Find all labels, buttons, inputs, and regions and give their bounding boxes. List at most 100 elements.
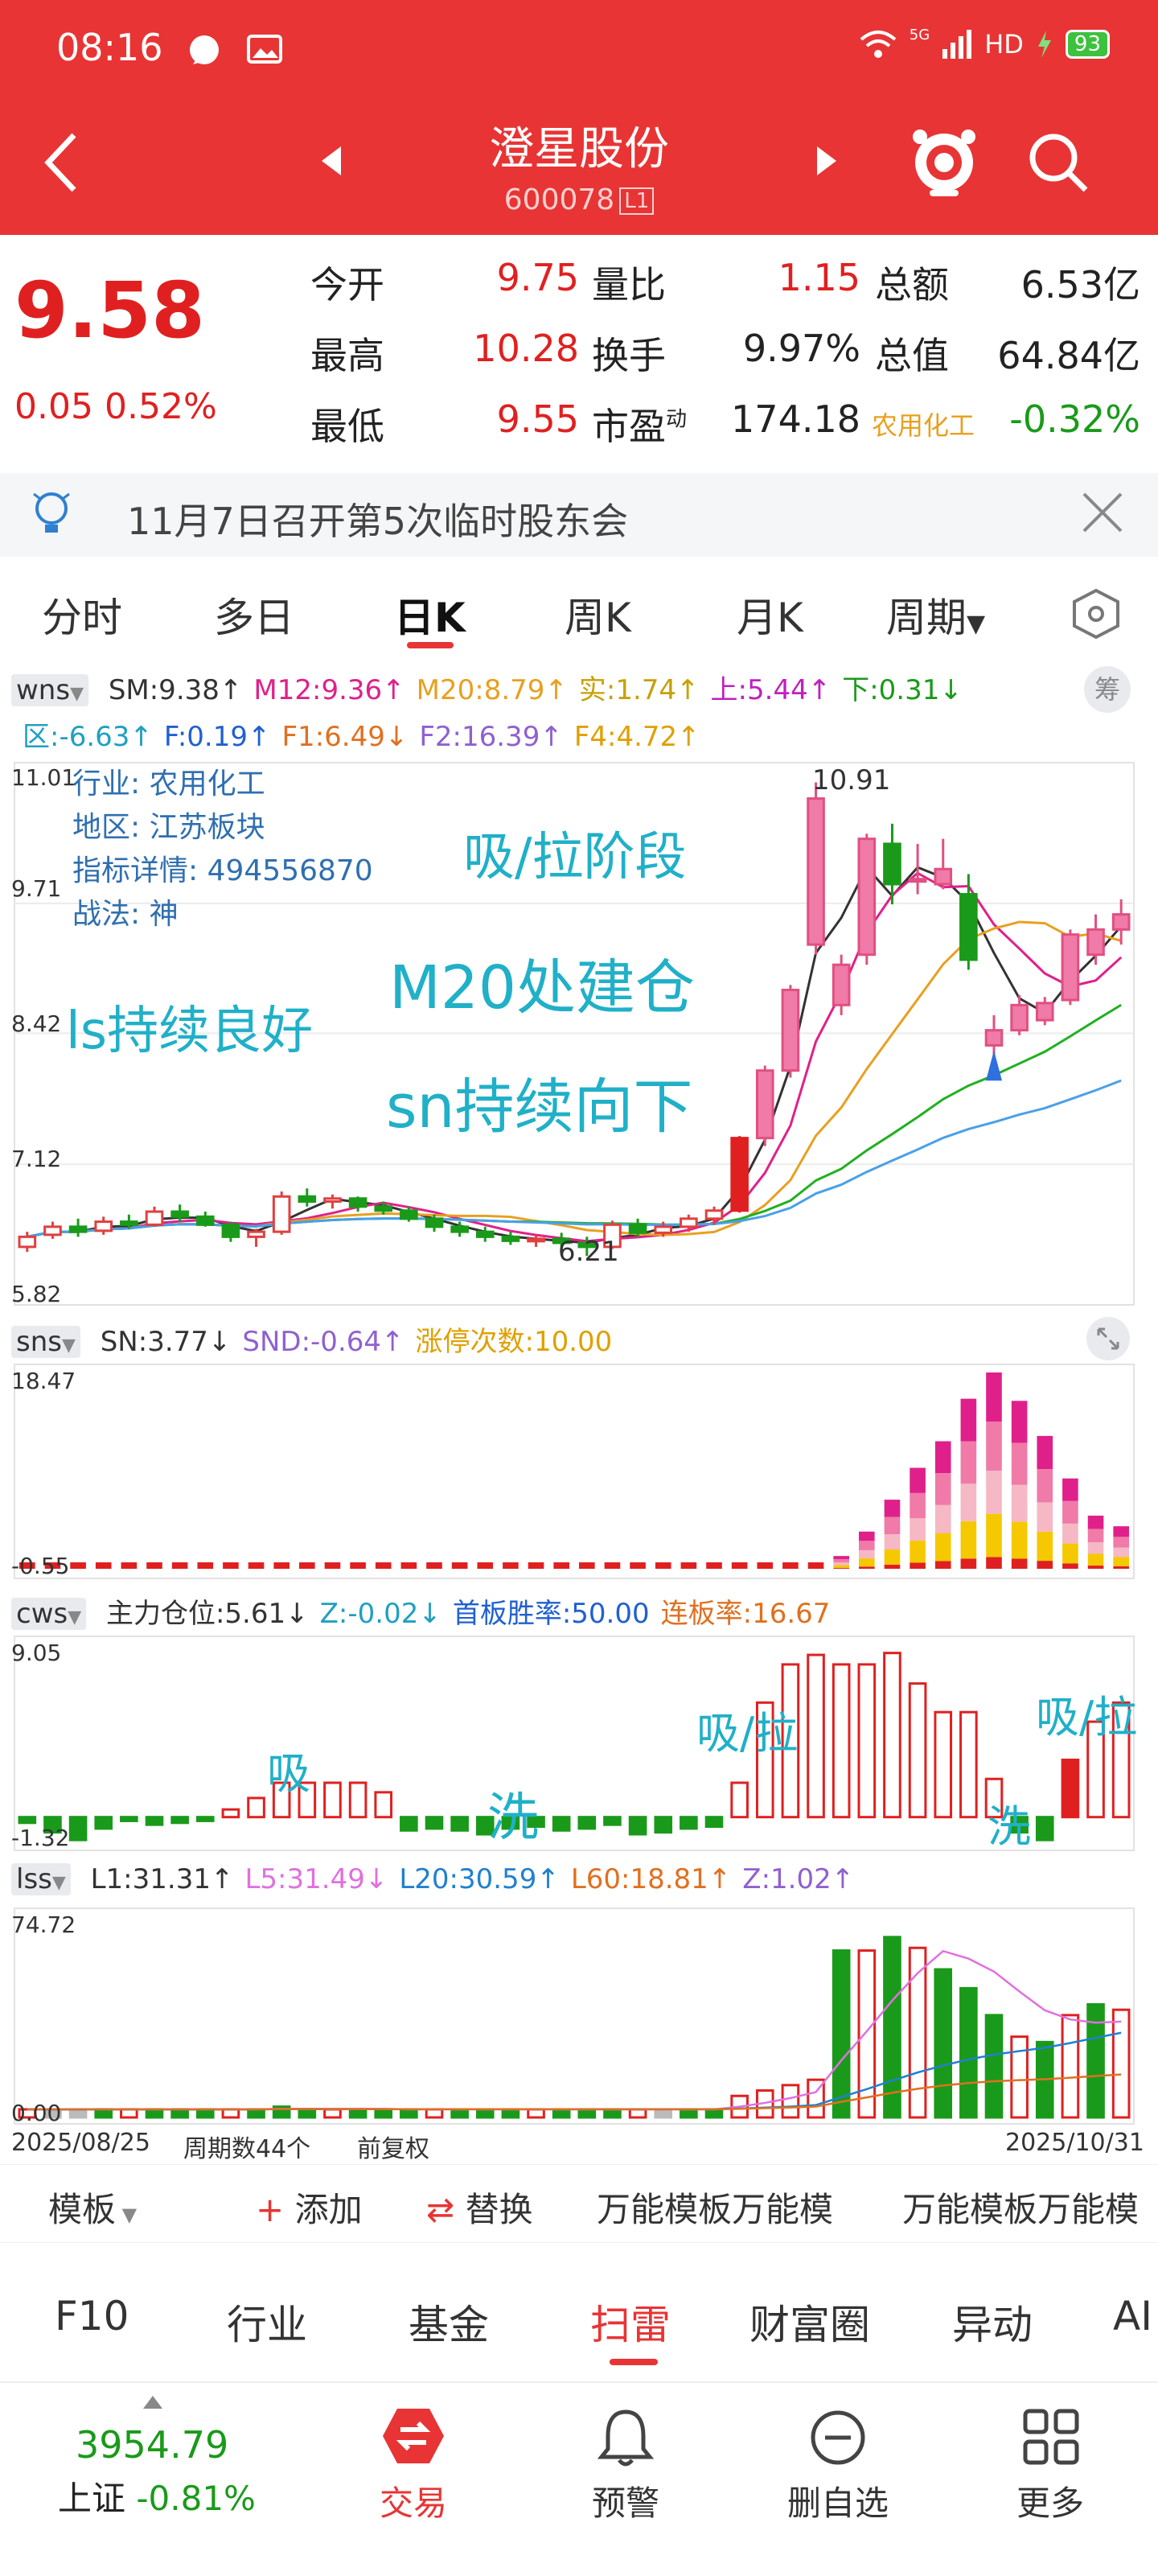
candle-body <box>195 1215 215 1226</box>
lss-bar <box>934 1968 953 2119</box>
high-value: 10.28 <box>473 327 579 370</box>
cws-select[interactable]: cws▼ <box>11 1598 87 1630</box>
cws-bar <box>247 1796 265 1819</box>
template-1[interactable]: 万能模板万能模 <box>597 2190 834 2229</box>
candle-body <box>68 1225 88 1233</box>
charging-icon <box>1037 31 1051 58</box>
candle-body <box>857 837 877 957</box>
adjust-mode[interactable]: 前复权 <box>357 2135 429 2163</box>
status-right: 5G HD 93 <box>860 27 1110 60</box>
expand-icon[interactable] <box>1086 1316 1131 1361</box>
candle-body <box>501 1235 520 1242</box>
main-legend-item-4: 上:5.44↑ <box>710 674 832 706</box>
candle-body <box>94 1220 113 1232</box>
sns-bar <box>400 1562 417 1569</box>
lss-bar <box>94 2108 113 2119</box>
turnover-amount-value: 6.53亿 <box>1020 263 1140 307</box>
volume-ratio-label: 量比 <box>592 263 666 307</box>
candle-body <box>221 1223 240 1238</box>
trade-icon[interactable] <box>381 2407 446 2465</box>
sns-bar-segment <box>934 1561 951 1569</box>
tab-weekly-k[interactable]: 周K <box>565 595 631 641</box>
tab-wealth-circle[interactable]: 财富圈 <box>749 2302 870 2348</box>
lss-select[interactable]: lss▼ <box>11 1863 71 1895</box>
cws-bar <box>781 1663 800 1819</box>
app-header: 08:16 5G HD 93 澄星股份 600078 L1 <box>0 0 1158 235</box>
tab-fund[interactable]: 基金 <box>409 2302 489 2348</box>
pe-dynamic-mark: 动 <box>666 407 688 432</box>
candle-body <box>348 1197 368 1208</box>
prev-stock-icon[interactable] <box>320 146 343 175</box>
tab-ai[interactable]: AI <box>1113 2293 1152 2339</box>
lss-bar <box>704 2108 724 2119</box>
sns-bar-segment <box>1011 1401 1028 1443</box>
cws-bar <box>857 1663 877 1819</box>
close-icon[interactable] <box>1081 491 1124 534</box>
search-icon[interactable] <box>1026 130 1090 195</box>
bell-icon[interactable] <box>597 2407 655 2468</box>
tab-risk-scan[interactable]: 扫雷 <box>590 2302 671 2348</box>
tab-more[interactable]: 更多 <box>1016 2483 1084 2523</box>
chip-distribution-button[interactable]: 筹 <box>1084 666 1131 713</box>
back-icon[interactable] <box>42 130 82 195</box>
tab-remove-watchlist[interactable]: 删自选 <box>786 2483 889 2523</box>
sns-select[interactable]: sns▼ <box>11 1326 80 1358</box>
cws-bar <box>628 1816 647 1836</box>
lss-bar <box>527 2108 545 2119</box>
sector-link[interactable]: 农用化工 <box>872 410 975 441</box>
next-stock-icon[interactable] <box>815 146 838 175</box>
sns-bar-segment <box>1062 1478 1078 1501</box>
sns-bar-segment <box>934 1533 951 1562</box>
tab-intraday[interactable]: 分时 <box>42 595 122 641</box>
candle-body <box>272 1195 291 1233</box>
tab-f10[interactable]: F10 <box>55 2293 129 2339</box>
tab-period[interactable]: 周期▼ <box>886 586 985 644</box>
candle-body <box>883 842 901 886</box>
tab-monthly-k[interactable]: 月K <box>737 595 803 641</box>
add-button[interactable]: + 添加 <box>256 2183 363 2232</box>
tab-alert[interactable]: 预警 <box>591 2483 659 2523</box>
main-legend-item2-1: F:0.19↑ <box>163 721 271 753</box>
cws-bar <box>959 1710 978 1819</box>
wifi-icon <box>860 31 897 58</box>
template-button[interactable]: 模板 ▼ <box>48 2183 137 2232</box>
cws-legend-item-3: 连板率:16.67 <box>660 1598 831 1630</box>
caret-down-icon: ▼ <box>51 1873 66 1893</box>
add-label: 添加 <box>294 2190 363 2229</box>
y-tick-5: 5.82 <box>11 1281 62 1307</box>
tab-trade[interactable]: 交易 <box>379 2483 447 2523</box>
sns-bar-segment <box>833 1562 849 1566</box>
sns-bar-segment <box>859 1566 875 1569</box>
cws-bar <box>18 1816 37 1825</box>
sns-bar-segment <box>910 1540 926 1563</box>
hd-label: HD <box>984 29 1024 60</box>
sns-bar-segment <box>1113 1566 1129 1569</box>
kline-chart[interactable] <box>0 0 1158 2164</box>
candle-body <box>680 1217 698 1228</box>
notice-bar[interactable]: 11月7日召开第5次临时股东会 <box>0 473 1158 557</box>
settings-hexagon-icon[interactable] <box>1070 587 1123 640</box>
buy-signal-marker <box>986 1050 1002 1081</box>
sns-bar-segment <box>833 1556 849 1560</box>
index-row[interactable]: 上证 -0.81% <box>58 2471 256 2520</box>
tab-daily-k[interactable]: 日K <box>394 595 466 641</box>
pe-value: 174.18 <box>731 397 860 441</box>
sns-bar-segment <box>833 1568 849 1569</box>
main-indicator-select[interactable]: wns▼ <box>11 674 88 706</box>
feature-tabs: F10 行业 基金 扫雷 财富圈 异动 AI <box>0 2269 1158 2373</box>
remove-watchlist-icon[interactable] <box>809 2409 867 2467</box>
replace-button[interactable]: ⇄ 替换 <box>426 2183 533 2232</box>
cws-legend: cws▼ 主力仓位:5.61↓ Z:-0.02↓ 首板胜率:50.00 连板率:16.… <box>11 1591 830 1631</box>
template-2[interactable]: 万能模板万能模 <box>902 2190 1140 2229</box>
tab-anomaly[interactable]: 异动 <box>952 2302 1033 2348</box>
tab-industry[interactable]: 行业 <box>227 2302 307 2348</box>
candle-body <box>908 878 927 883</box>
tab-multi-day[interactable]: 多日 <box>214 595 294 641</box>
more-grid-icon[interactable] <box>1023 2409 1079 2465</box>
y-tick-4: 7.12 <box>11 1146 62 1172</box>
stock-name: 澄星股份 <box>489 123 669 175</box>
mascot-assistant-icon[interactable] <box>905 121 983 201</box>
cws-bar <box>883 1652 901 1819</box>
cws-values: 主力仓位:5.61↓ Z:-0.02↓ 首板胜率:50.00 连板率:16.67 <box>95 1598 830 1630</box>
index-value[interactable]: 3954.79 <box>76 2423 229 2467</box>
